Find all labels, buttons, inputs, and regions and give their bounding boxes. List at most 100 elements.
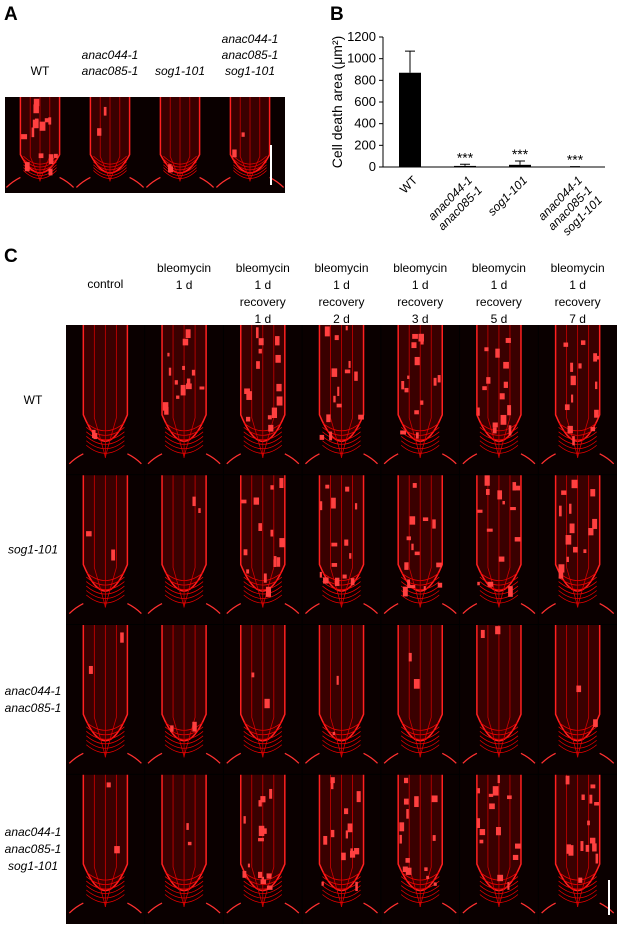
dead-cell: [186, 383, 192, 389]
dead-cell: [40, 122, 46, 131]
dead-cell: [259, 338, 264, 345]
dead-cell: [576, 686, 581, 693]
panel-label: A: [4, 4, 18, 25]
dead-cell: [566, 776, 570, 785]
dead-cell: [399, 822, 404, 831]
dead-cell: [495, 626, 500, 634]
dead-cell: [276, 384, 281, 391]
dead-cell: [111, 550, 115, 561]
dead-cell: [477, 818, 480, 828]
dead-cell: [256, 327, 259, 338]
dead-cell: [409, 585, 415, 588]
dead-cell: [508, 586, 513, 597]
dead-cell: [273, 559, 276, 567]
panel-label: B: [330, 4, 344, 25]
label-line: anac044-1: [5, 684, 62, 698]
dead-cell: [93, 433, 97, 439]
dead-cell: [578, 878, 582, 883]
dead-cell: [482, 386, 487, 390]
label-line: control: [87, 277, 123, 291]
dead-cell: [434, 882, 437, 885]
label-line: 1 d: [254, 278, 271, 292]
dead-cell: [432, 795, 438, 802]
label-line: bleomycin: [393, 261, 447, 275]
y-tick-label: 1000: [347, 51, 376, 66]
dead-cell: [335, 578, 339, 586]
label-line: recovery: [240, 295, 286, 309]
label-line: anac085-1: [5, 842, 62, 856]
dead-cell: [169, 166, 173, 172]
dead-cell: [357, 791, 361, 802]
dead-cell: [399, 835, 401, 844]
dead-cell: [332, 368, 338, 377]
dead-cell: [169, 368, 171, 376]
y-tick-label: 600: [354, 94, 376, 109]
dead-cell: [589, 795, 592, 804]
dead-cell: [497, 490, 502, 499]
dead-cell: [242, 132, 245, 136]
dead-cell: [49, 169, 53, 176]
dead-cell: [182, 366, 185, 370]
dead-cell: [254, 497, 259, 504]
error-bar: [405, 51, 415, 73]
dead-cell: [409, 653, 412, 662]
dead-cell: [277, 396, 283, 405]
dead-cell: [348, 823, 353, 832]
dead-cell: [335, 335, 339, 340]
dead-cell: [258, 523, 262, 531]
dead-cell: [407, 536, 411, 540]
label-line: anac044-1: [5, 825, 62, 839]
dead-cell: [414, 679, 420, 689]
dead-cell: [89, 666, 93, 674]
dead-cell: [192, 722, 196, 732]
dead-cell: [181, 385, 186, 395]
dead-cell: [267, 885, 273, 889]
dead-cell: [186, 823, 188, 830]
label-line: bleomycin: [314, 261, 368, 275]
dead-cell: [260, 796, 265, 802]
dead-cell: [329, 432, 332, 441]
dead-cell: [506, 338, 511, 343]
dead-cell: [572, 480, 578, 488]
dead-cell: [438, 583, 442, 588]
significance: ***: [457, 149, 474, 165]
dead-cell: [415, 552, 420, 556]
label-line: recovery: [555, 295, 601, 309]
label-line: sog1-101: [485, 173, 530, 218]
dead-cell: [332, 563, 337, 567]
dead-cell: [415, 357, 420, 365]
dead-cell: [581, 795, 584, 800]
label-line: sog1-101: [8, 543, 58, 557]
dead-cell: [32, 127, 35, 137]
label-line: recovery: [397, 295, 443, 309]
label-line: 7 d: [569, 312, 586, 326]
dead-cell: [507, 405, 511, 415]
dead-cell: [588, 528, 593, 535]
dead-cell: [480, 840, 484, 844]
dead-cell: [345, 370, 350, 374]
dead-cell: [261, 879, 266, 884]
dead-cell: [593, 353, 597, 361]
y-tick-label: 1200: [347, 29, 376, 44]
dead-cell: [498, 775, 500, 783]
dead-cell: [414, 410, 419, 414]
dead-cell: [592, 519, 597, 529]
dead-cell: [192, 497, 195, 506]
dead-cell: [259, 349, 262, 354]
dead-cell: [423, 517, 428, 521]
dead-cell: [331, 543, 337, 547]
panel-label: C: [4, 246, 18, 267]
dead-cell: [571, 395, 573, 403]
dead-cell: [499, 557, 505, 562]
dead-cell: [493, 427, 497, 433]
dead-cell: [320, 501, 322, 510]
dead-cell: [345, 487, 349, 492]
label-line: anac085-1: [82, 64, 139, 78]
dead-cell: [355, 503, 357, 509]
dead-cell: [481, 630, 485, 638]
dead-cell: [420, 400, 423, 404]
dead-cell: [258, 872, 262, 878]
dead-cell: [406, 809, 409, 819]
label-line: 1 d: [254, 312, 271, 326]
